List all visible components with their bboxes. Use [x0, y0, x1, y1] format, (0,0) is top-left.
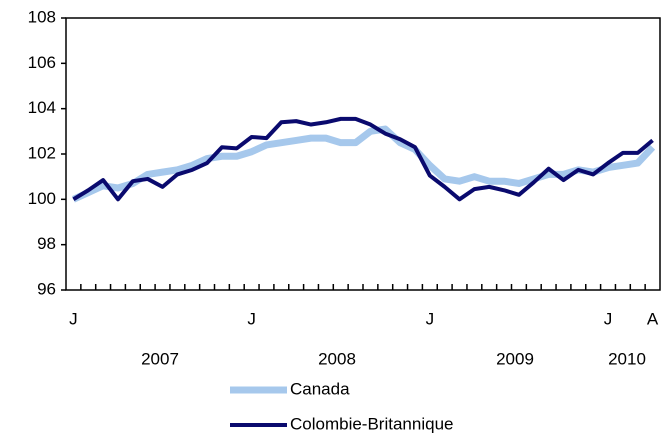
plot-frame — [65, 17, 661, 291]
y-tick-label: 104 — [28, 98, 56, 117]
legend-label: Canada — [290, 379, 350, 398]
year-label: 2008 — [318, 349, 356, 368]
x-tick-label: A — [647, 309, 659, 328]
y-tick-label: 100 — [28, 189, 56, 208]
y-tick-label: 102 — [28, 143, 56, 162]
y-tick-label: 98 — [37, 234, 56, 253]
y-tick-label: 108 — [28, 7, 56, 26]
year-label: 2009 — [496, 349, 534, 368]
series-line — [72, 116, 654, 202]
y-tick-label: 96 — [37, 279, 56, 298]
year-label: 2010 — [608, 349, 646, 368]
x-tick-label: J — [426, 309, 435, 328]
y-tick-label: 106 — [28, 53, 56, 72]
legend-label: Colombie-Britannique — [290, 414, 453, 433]
x-tick-label: J — [69, 309, 78, 328]
x-tick-label: J — [247, 309, 256, 328]
series-line — [71, 125, 656, 203]
x-tick-label: J — [604, 309, 613, 328]
year-label: 2007 — [141, 349, 179, 368]
